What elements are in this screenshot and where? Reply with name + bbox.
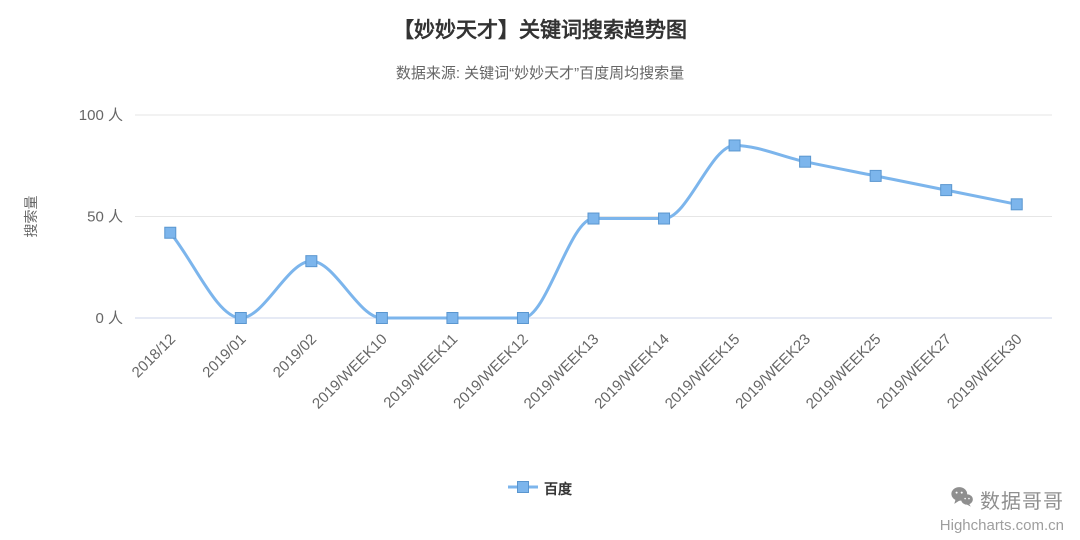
data-point-marker[interactable] — [516, 312, 529, 324]
y-axis-tick-label: 100 人 — [79, 107, 123, 124]
x-axis-label: 2019/WEEK11 — [380, 331, 461, 412]
data-point-marker[interactable] — [940, 184, 953, 197]
x-axis-label: 2019/WEEK14 — [591, 331, 673, 413]
data-point-marker[interactable] — [446, 312, 459, 324]
x-axis-label: 2018/12 — [129, 331, 179, 381]
wechat-icon — [951, 486, 973, 513]
x-axis-label: 2019/WEEK25 — [803, 331, 885, 413]
x-axis-label: 2019/01 — [199, 331, 249, 381]
x-axis-label: 2019/WEEK27 — [873, 331, 955, 413]
legend-marker — [508, 480, 538, 499]
data-point-marker[interactable] — [234, 312, 247, 324]
chart-subtitle: 数据来源: 关键词“妙妙天才”百度周均搜索量 — [395, 65, 685, 82]
data-point-marker[interactable] — [587, 212, 600, 225]
data-point-marker[interactable] — [1010, 198, 1023, 211]
legend: 百度 — [0, 479, 1080, 499]
y-axis-title: 搜索量 — [23, 196, 39, 238]
data-point-marker[interactable] — [658, 212, 671, 225]
data-point-marker[interactable] — [305, 255, 318, 268]
legend-series-marker — [508, 480, 538, 493]
x-axis-label: 2019/WEEK13 — [521, 331, 603, 413]
x-axis-label: 2019/WEEK23 — [732, 331, 814, 413]
watermark-source-text: Highcharts.com.cn — [939, 517, 1064, 534]
x-axis-label: 2019/WEEK12 — [450, 331, 532, 413]
series-line — [168, 143, 1019, 320]
data-point-marker[interactable] — [869, 169, 882, 182]
x-axis-label: 2019/WEEK30 — [944, 331, 1026, 413]
data-point-marker[interactable] — [799, 155, 812, 168]
y-axis-tick-label: 50 人 — [87, 209, 123, 226]
x-axis-label: 2019/WEEK10 — [309, 331, 391, 413]
data-point-marker[interactable] — [164, 226, 177, 239]
data-point-marker[interactable] — [728, 139, 741, 152]
watermark: 数据哥哥 Highcharts.com.cn — [940, 485, 1064, 534]
data-point-marker[interactable] — [375, 312, 388, 324]
legend-item-label: 百度 — [544, 481, 572, 497]
x-axis-label: 2019/WEEK15 — [662, 331, 744, 413]
chart-title: 【妙妙天才】关键词搜索趋势图 — [393, 19, 687, 42]
legend-item-baidu[interactable]: 百度 — [508, 479, 572, 499]
x-axis-label: 2019/02 — [270, 331, 320, 381]
y-axis-tick-label: 0 人 — [95, 310, 123, 327]
watermark-brand-text: 数据哥哥 — [980, 491, 1064, 513]
